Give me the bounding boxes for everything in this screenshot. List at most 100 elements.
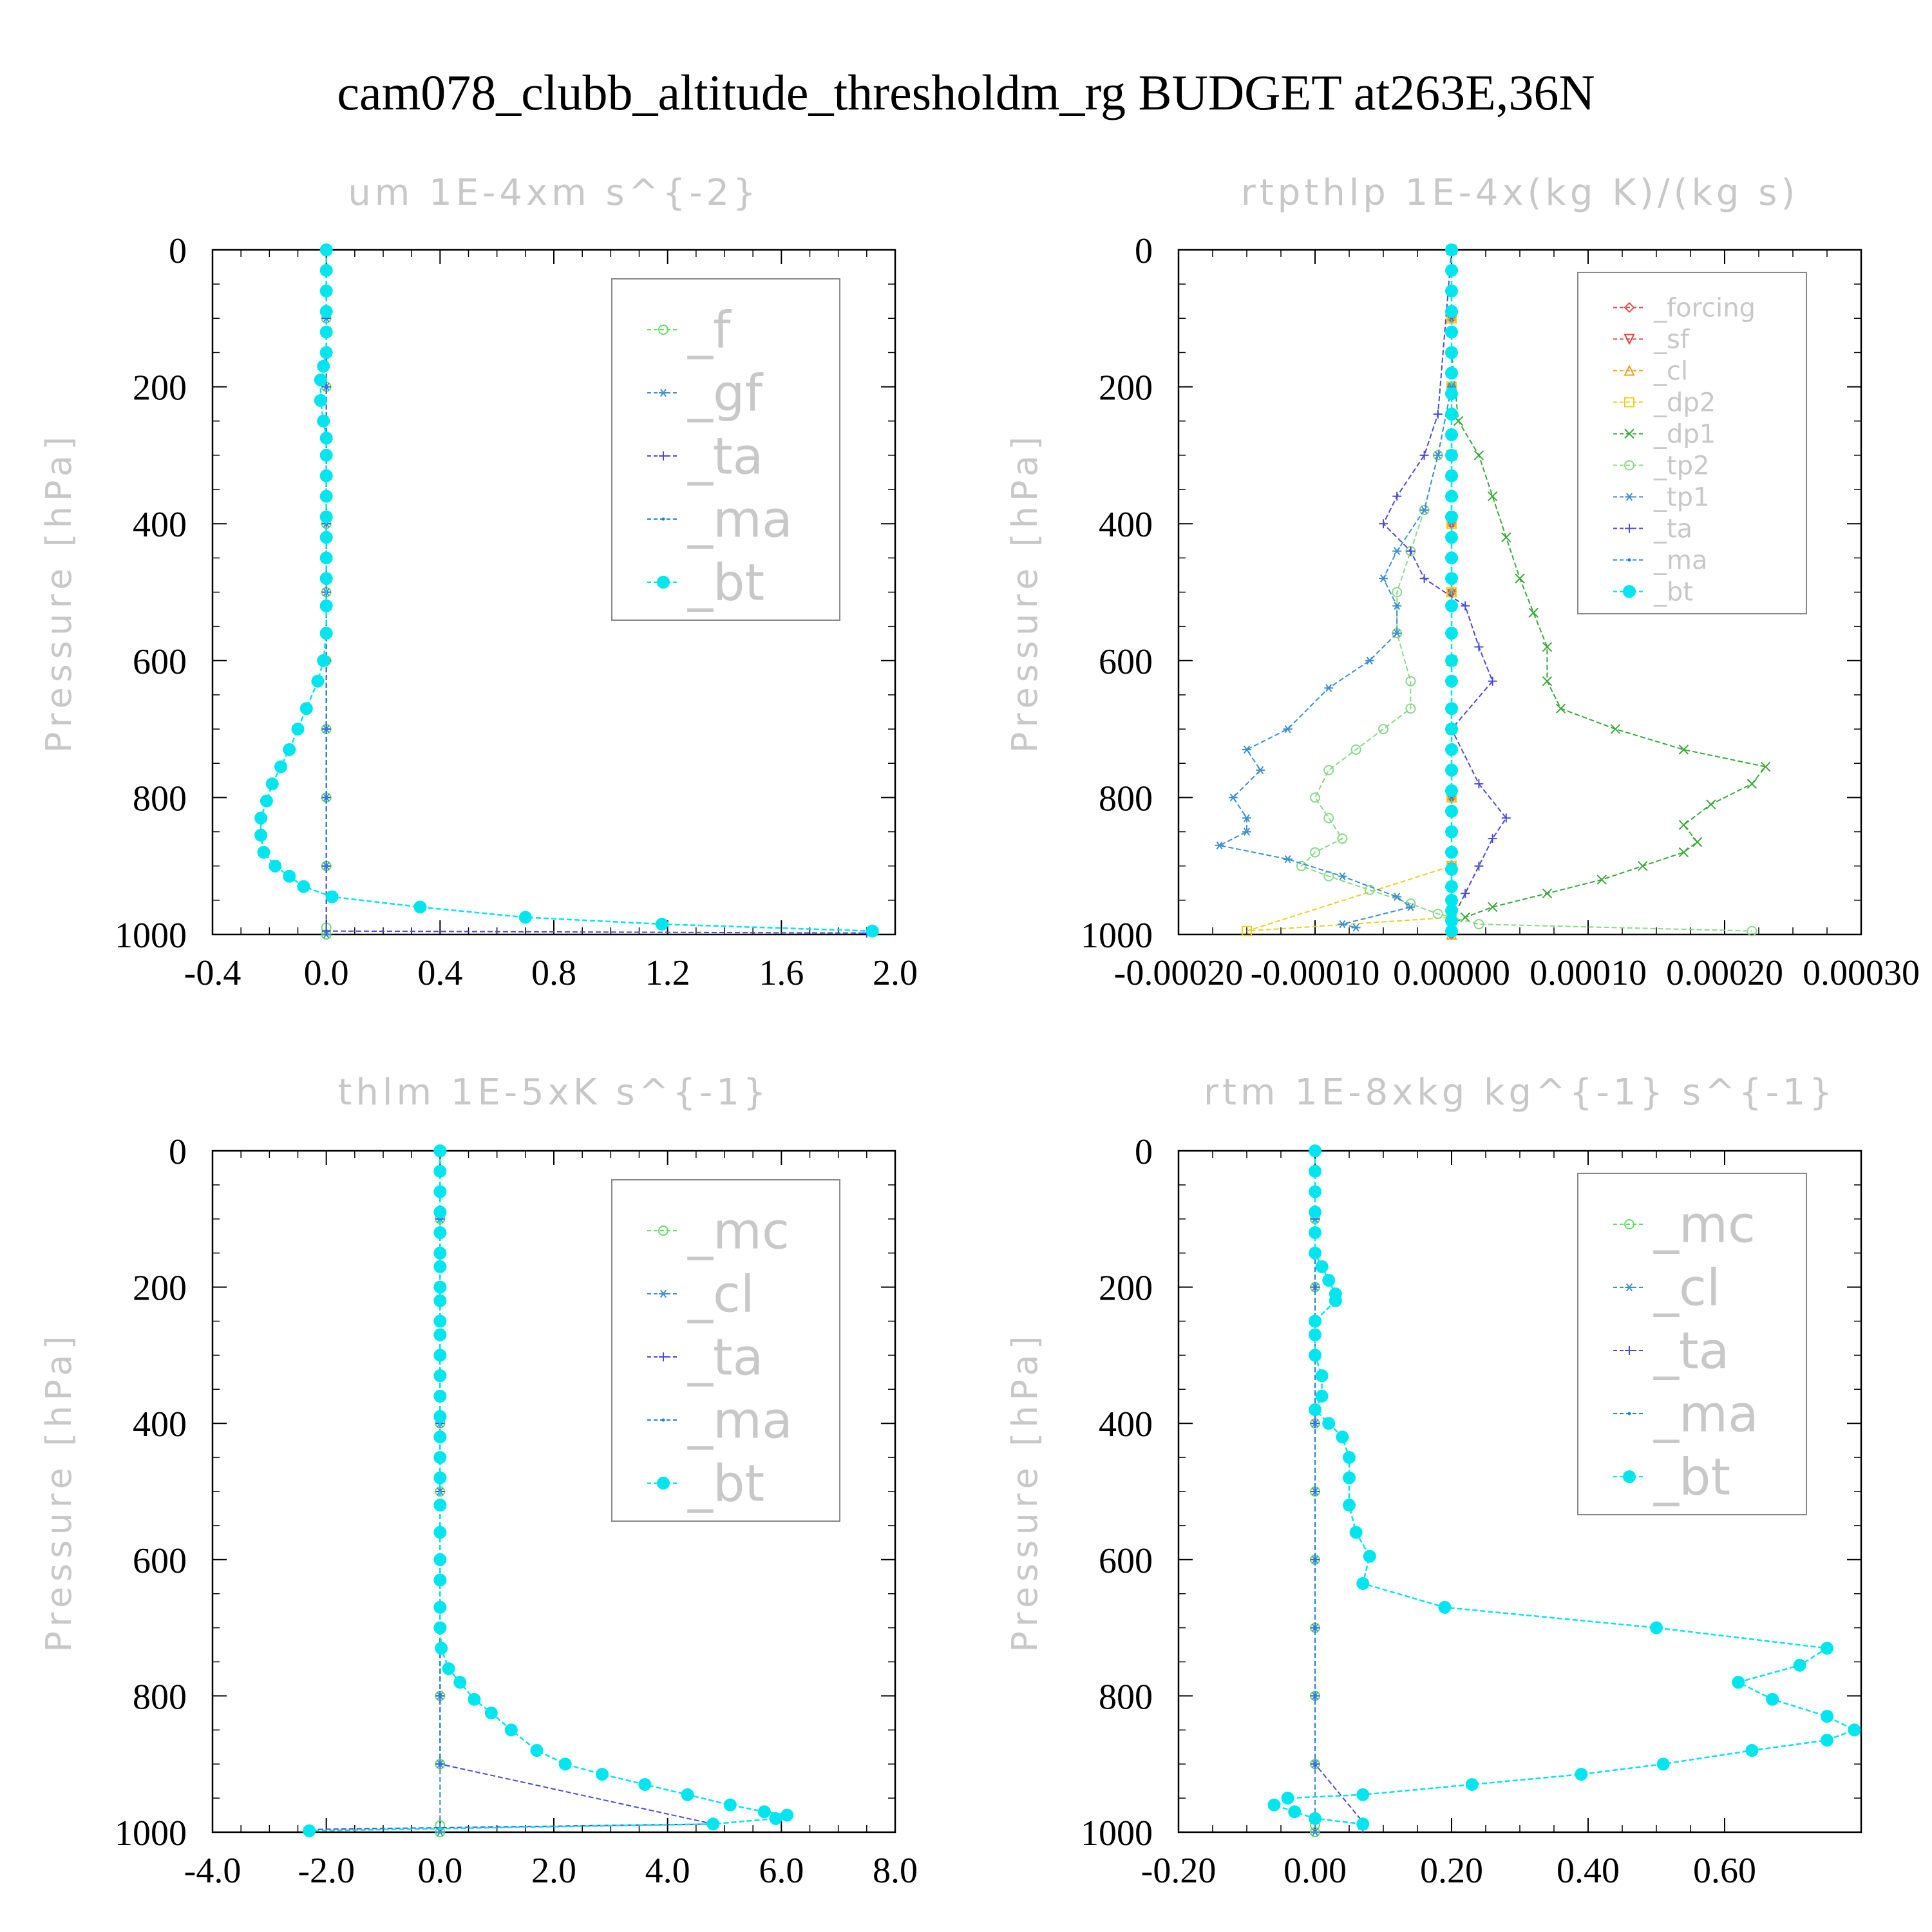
- legend-label: _ta: [687, 1329, 763, 1387]
- legend-marker: [1623, 1470, 1636, 1483]
- y-tick-label: 200: [133, 1269, 187, 1309]
- data-point: [1309, 1185, 1321, 1198]
- legend-marker: [657, 1477, 670, 1490]
- data-point: [1650, 1621, 1663, 1634]
- legend: _mc_cl_ta_ma_bt: [1577, 1173, 1807, 1515]
- series-bt: [1267, 1144, 1861, 1831]
- data-point: [1215, 841, 1224, 850]
- x-tick-label: 6.0: [759, 1851, 804, 1891]
- data-point: [1242, 814, 1251, 822]
- data-point: [1542, 641, 1553, 652]
- y-tick-label: 1000: [1081, 1814, 1153, 1853]
- data-point: [1322, 1417, 1336, 1430]
- data-point: [1445, 531, 1458, 544]
- data-point: [1821, 1734, 1833, 1747]
- data-point: [1445, 880, 1458, 893]
- data-point: [1445, 804, 1458, 818]
- data-point: [1445, 627, 1458, 640]
- data-point: [1487, 902, 1498, 913]
- data-point: [1445, 325, 1458, 339]
- panel-title: rtm 1E-8xkg kg^{-1} s^{-1}: [1204, 1072, 1836, 1113]
- data-point: [269, 859, 282, 873]
- data-point: [1461, 601, 1470, 611]
- data-point: [1392, 587, 1403, 598]
- legend-marker: [657, 576, 670, 589]
- legend-marker: [659, 1352, 668, 1361]
- data-point: [1309, 1328, 1321, 1341]
- data-point: [433, 1314, 447, 1328]
- x-tick-label: 2.0: [873, 953, 918, 993]
- data-point: [317, 654, 330, 667]
- data-point: [1379, 519, 1388, 529]
- legend-marker: [659, 1289, 668, 1298]
- data-point: [1309, 1226, 1321, 1239]
- series-bt: [1445, 243, 1458, 938]
- data-point: [558, 1757, 572, 1771]
- data-point: [1656, 1757, 1670, 1771]
- panel-1: um 1E-4xm s^{-2} Pressure [hPa] -0.4 0.0 0.4…: [39, 172, 918, 993]
- data-point: [1445, 551, 1458, 565]
- data-point: [1311, 1828, 1320, 1837]
- data-point: [1445, 243, 1458, 256]
- data-point: [1309, 1403, 1321, 1417]
- data-point: [1445, 893, 1458, 907]
- legend-label: _bt: [687, 1455, 764, 1513]
- data-point: [1313, 1490, 1317, 1493]
- data-point: [1392, 893, 1402, 901]
- y-tick-label: 400: [133, 505, 187, 545]
- data-point: [314, 393, 327, 407]
- data-point: [1288, 1805, 1302, 1819]
- x-tick-label: 0.00020: [1666, 953, 1783, 993]
- data-point: [1445, 387, 1458, 401]
- data-point: [1356, 1577, 1370, 1590]
- data-point: [321, 926, 331, 936]
- data-point: [1364, 884, 1375, 895]
- data-point: [1329, 1294, 1342, 1307]
- data-point: [1445, 846, 1458, 859]
- data-point: [638, 1777, 652, 1791]
- data-point: [518, 911, 532, 924]
- data-point: [435, 1642, 448, 1655]
- legend-marker: [1624, 460, 1634, 471]
- data-point: [433, 1621, 447, 1634]
- legend-marker: [1625, 493, 1634, 501]
- legend-marker: [1627, 1412, 1631, 1416]
- data-point: [433, 1573, 447, 1587]
- x-tick-label: 0.00010: [1530, 953, 1647, 993]
- data-point: [325, 890, 339, 904]
- data-point: [314, 373, 327, 386]
- data-point: [1343, 1471, 1356, 1484]
- y-tick-label: 800: [133, 779, 187, 819]
- y-tick-label: 0: [169, 1132, 187, 1172]
- data-point: [1445, 825, 1458, 838]
- data-point: [453, 1676, 467, 1689]
- data-point: [1324, 684, 1334, 692]
- data-point: [433, 1410, 447, 1423]
- data-point: [317, 414, 330, 428]
- data-point: [596, 1768, 609, 1781]
- legend-label: _forcing: [1653, 294, 1756, 323]
- data-point: [1349, 1526, 1363, 1539]
- data-point: [1392, 629, 1402, 638]
- data-point: [1310, 847, 1320, 858]
- legend-box: [1577, 1173, 1807, 1515]
- data-point: [319, 599, 333, 612]
- data-point: [319, 431, 333, 445]
- data-point: [1445, 723, 1458, 736]
- data-point: [1445, 743, 1458, 756]
- y-tick-label: 1000: [115, 916, 187, 956]
- legend-label: _ta: [1653, 1322, 1729, 1380]
- x-tick-label: 0.40: [1557, 1851, 1620, 1891]
- data-point: [260, 794, 273, 808]
- data-point: [1821, 1642, 1833, 1655]
- data-point: [319, 346, 333, 359]
- data-point: [435, 1828, 445, 1837]
- data-point: [1732, 1676, 1745, 1689]
- y-tick-label: 200: [1099, 1269, 1153, 1309]
- legend-label: _dp2: [1653, 388, 1716, 418]
- data-point: [1432, 909, 1443, 920]
- data-point: [781, 1808, 794, 1822]
- data-point: [274, 760, 287, 773]
- data-point: [1747, 779, 1757, 789]
